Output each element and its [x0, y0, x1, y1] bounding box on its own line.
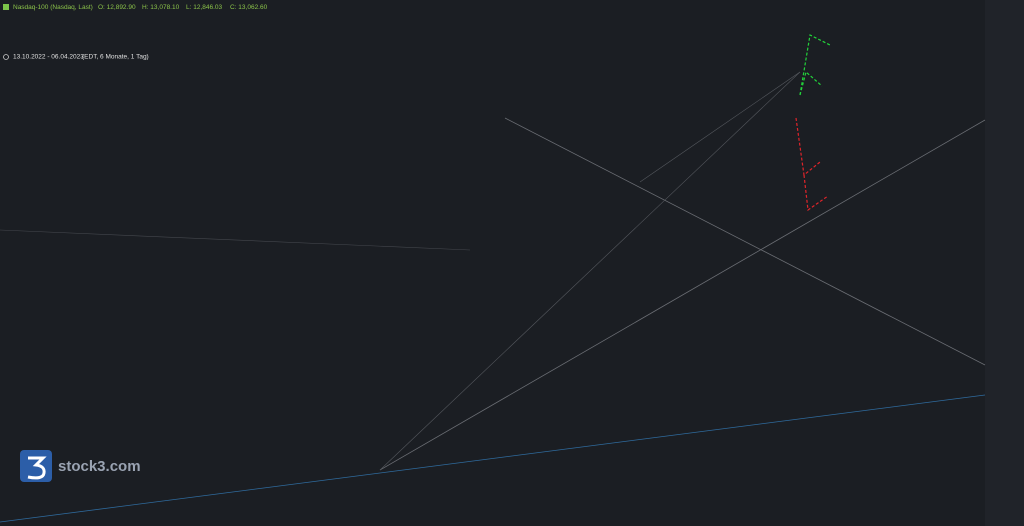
header-value: C: 13,062.60	[230, 4, 268, 11]
period: 13.10.2022 - 06.04.2023	[13, 54, 84, 61]
header: Nasdaq-100 (Nasdaq, Last) O: 12,892.90 H…	[3, 4, 268, 61]
period-note: (EDT, 6 Monate, 1 Tag)	[82, 54, 149, 61]
header-value: L: 12,846.03	[186, 4, 223, 11]
arrow-down	[803, 174, 829, 212]
watermark: stock3.com	[58, 458, 141, 475]
trend-line	[0, 229, 471, 251]
projection-arrows	[795, 34, 831, 212]
header-value: O: 12,892.90	[98, 4, 136, 11]
trend-lines	[0, 71, 986, 523]
trend-line	[379, 119, 986, 471]
clock-icon	[3, 54, 9, 60]
instrument: Nasdaq-100 (Nasdaq, Last)	[13, 4, 93, 11]
header-value: H: 13,078.10	[142, 4, 180, 11]
arrow-up	[799, 70, 823, 96]
logo: stock3.com	[20, 450, 141, 482]
trend-line	[504, 117, 986, 366]
trend-line	[379, 71, 801, 471]
instrument-icon	[3, 4, 9, 10]
price-axis-panel	[985, 0, 1024, 526]
trend-line	[639, 71, 801, 183]
arrow-up	[799, 34, 831, 96]
logo-glyph	[27, 456, 47, 480]
trend-line	[0, 394, 986, 523]
